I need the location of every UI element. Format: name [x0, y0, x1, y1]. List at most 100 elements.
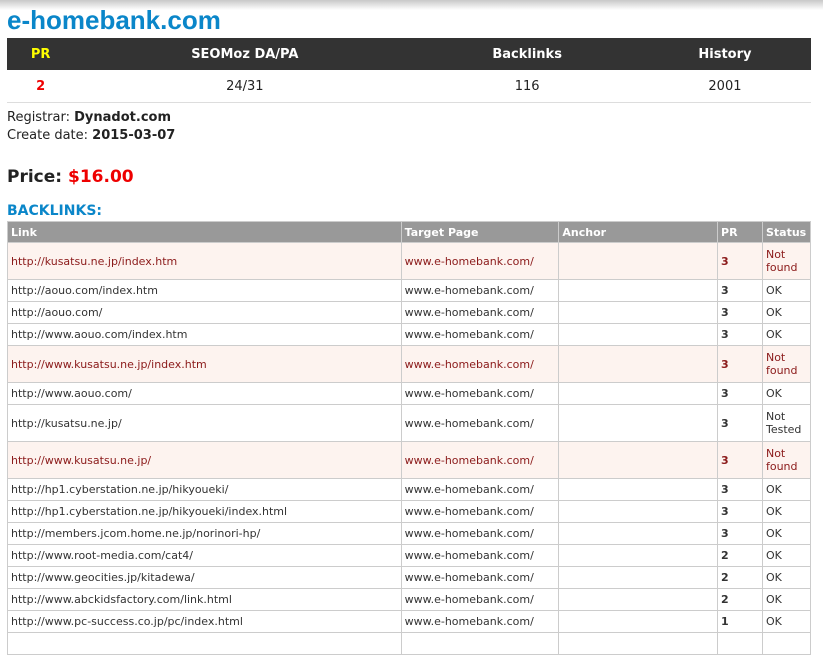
link-cell[interactable]: http://www.aouo.com/index.htm [7, 323, 402, 346]
price: Price: $16.00 [7, 167, 811, 187]
anchor-cell [558, 323, 719, 346]
target-cell [400, 632, 560, 655]
status-cell: OK [761, 279, 812, 302]
pr-cell: 3 [717, 441, 763, 479]
stats-header-pr: PR [7, 38, 75, 70]
table-row: http://aouo.com/www.e-homebank.com/3 OK [7, 301, 812, 324]
target-cell: www.e-homebank.com/ [400, 345, 560, 383]
col-anchor[interactable]: Anchor [558, 221, 719, 243]
table-row: http://kusatsu.ne.jp/www.e-homebank.com/… [7, 404, 812, 442]
target-cell: www.e-homebank.com/ [400, 500, 560, 523]
link-cell[interactable]: http://hp1.cyberstation.ne.jp/hikyoueki/ [7, 478, 402, 501]
link-cell[interactable]: http://aouo.com/ [7, 301, 402, 324]
status-cell: Not Tested [761, 404, 812, 442]
table-row [7, 632, 812, 655]
link-cell[interactable]: http://www.kusatsu.ne.jp/ [7, 441, 402, 479]
table-row: http://www.root-media.com/cat4/www.e-hom… [7, 544, 812, 567]
link-cell[interactable]: http://hp1.cyberstation.ne.jp/hikyoueki/… [7, 500, 402, 523]
stats-header-backlinks: Backlinks [415, 38, 639, 70]
target-cell: www.e-homebank.com/ [400, 323, 560, 346]
anchor-cell [558, 610, 719, 633]
status-cell: OK [761, 588, 812, 611]
stats-table: PR SEOMoz DA/PA Backlinks History 2 24/31 116… [7, 38, 811, 103]
pr-cell: 2 [717, 566, 763, 589]
target-cell: www.e-homebank.com/ [400, 610, 560, 633]
table-row: http://www.kusatsu.ne.jp/www.e-homebank.… [7, 441, 812, 479]
link-cell[interactable] [7, 632, 402, 655]
table-row: http://kusatsu.ne.jp/index.htm www.e-home… [7, 242, 812, 280]
link-cell[interactable]: http://kusatsu.ne.jp/ [7, 404, 402, 442]
status-cell: Not found [761, 345, 812, 383]
link-cell[interactable]: http://kusatsu.ne.jp/index.htm [7, 242, 402, 280]
pr-cell: 3 [717, 404, 763, 442]
pr-cell [717, 632, 763, 655]
target-cell: www.e-homebank.com/ [400, 279, 560, 302]
backlinks-table: Link Target Page Anchor PR Status http:/… [7, 221, 812, 655]
status-cell: Not found [761, 441, 812, 479]
anchor-cell [558, 632, 719, 655]
backlinks-title: BACKLINKS: [7, 203, 103, 219]
pr-cell: 3 [717, 301, 763, 324]
stats-header-history: History [638, 38, 811, 70]
status-cell: OK [761, 522, 812, 545]
price-label: Price: [7, 167, 63, 187]
col-pr[interactable]: PR [717, 221, 763, 243]
anchor-cell [558, 441, 719, 479]
anchor-cell [558, 404, 719, 442]
anchor-cell [558, 382, 719, 405]
target-cell: www.e-homebank.com/ [400, 404, 560, 442]
anchor-cell [558, 500, 719, 523]
pr-cell: 3 [717, 323, 763, 346]
status-cell: OK [761, 544, 812, 567]
target-cell: www.e-homebank.com/ [400, 242, 560, 280]
table-row: http://www.geocities.jp/kitadewa/www.e-h… [7, 566, 812, 589]
create-date-label: Create date: [7, 128, 89, 143]
link-cell[interactable]: http://www.abckidsfactory.com/link.html [7, 588, 402, 611]
status-cell: OK [761, 500, 812, 523]
price-value: $16.00 [68, 167, 134, 187]
table-row: http://hp1.cyberstation.ne.jp/hikyoueki/… [7, 500, 812, 523]
table-row: http://www.kusatsu.ne.jp/index.htm www.e-… [7, 345, 812, 383]
anchor-cell [558, 478, 719, 501]
domain-info: Registrar: Dynadot.com Create date: 2015… [7, 109, 811, 145]
table-row: http://aouo.com/index.htm www.e-homebank.… [7, 279, 812, 302]
target-cell: www.e-homebank.com/ [400, 544, 560, 567]
target-cell: www.e-homebank.com/ [400, 478, 560, 501]
status-cell: OK [761, 478, 812, 501]
link-cell[interactable]: http://aouo.com/index.htm [7, 279, 402, 302]
status-cell: OK [761, 301, 812, 324]
target-cell: www.e-homebank.com/ [400, 441, 560, 479]
col-status[interactable]: Status [761, 221, 812, 243]
target-cell: www.e-homebank.com/ [400, 566, 560, 589]
stats-header-seomoz: SEOMoz DA/PA [74, 38, 416, 70]
registrar-label: Registrar: [7, 110, 70, 125]
create-date-value: 2015-03-07 [92, 128, 176, 143]
table-row: http://members.jcom.home.ne.jp/norinori-… [7, 522, 812, 545]
pr-cell: 3 [717, 345, 763, 383]
table-row: http://www.pc-success.co.jp/pc/index.htm… [7, 610, 812, 633]
target-cell: www.e-homebank.com/ [400, 588, 560, 611]
link-cell[interactable]: http://www.geocities.jp/kitadewa/ [7, 566, 402, 589]
pr-cell: 2 [717, 588, 763, 611]
pr-cell: 3 [717, 522, 763, 545]
col-link[interactable]: Link [7, 221, 402, 243]
table-row: http://www.aouo.com/index.htm www.e-homeb… [7, 323, 812, 346]
anchor-cell [558, 522, 719, 545]
pr-cell: 3 [717, 478, 763, 501]
link-cell[interactable]: http://www.aouo.com/ [7, 382, 402, 405]
status-cell: OK [761, 566, 812, 589]
pr-cell: 3 [717, 242, 763, 280]
link-cell[interactable]: http://members.jcom.home.ne.jp/norinori-… [7, 522, 402, 545]
domain-title: e-homebank.com [7, 5, 221, 35]
link-cell[interactable]: http://www.kusatsu.ne.jp/index.htm [7, 345, 402, 383]
anchor-cell [558, 242, 719, 280]
anchor-cell [558, 279, 719, 302]
stats-pr: 2 [7, 70, 75, 103]
link-cell[interactable]: http://www.root-media.com/cat4/ [7, 544, 402, 567]
stats-seomoz: 24/31 [74, 70, 416, 103]
stats-history: 2001 [638, 70, 811, 103]
col-target[interactable]: Target Page [400, 221, 560, 243]
anchor-cell [558, 588, 719, 611]
link-cell[interactable]: http://www.pc-success.co.jp/pc/index.htm… [7, 610, 402, 633]
stats-backlinks: 116 [415, 70, 639, 103]
